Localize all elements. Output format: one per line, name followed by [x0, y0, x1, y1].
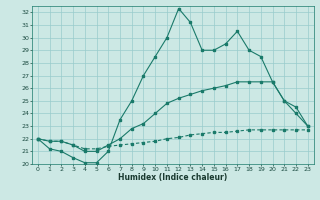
X-axis label: Humidex (Indice chaleur): Humidex (Indice chaleur) [118, 173, 228, 182]
